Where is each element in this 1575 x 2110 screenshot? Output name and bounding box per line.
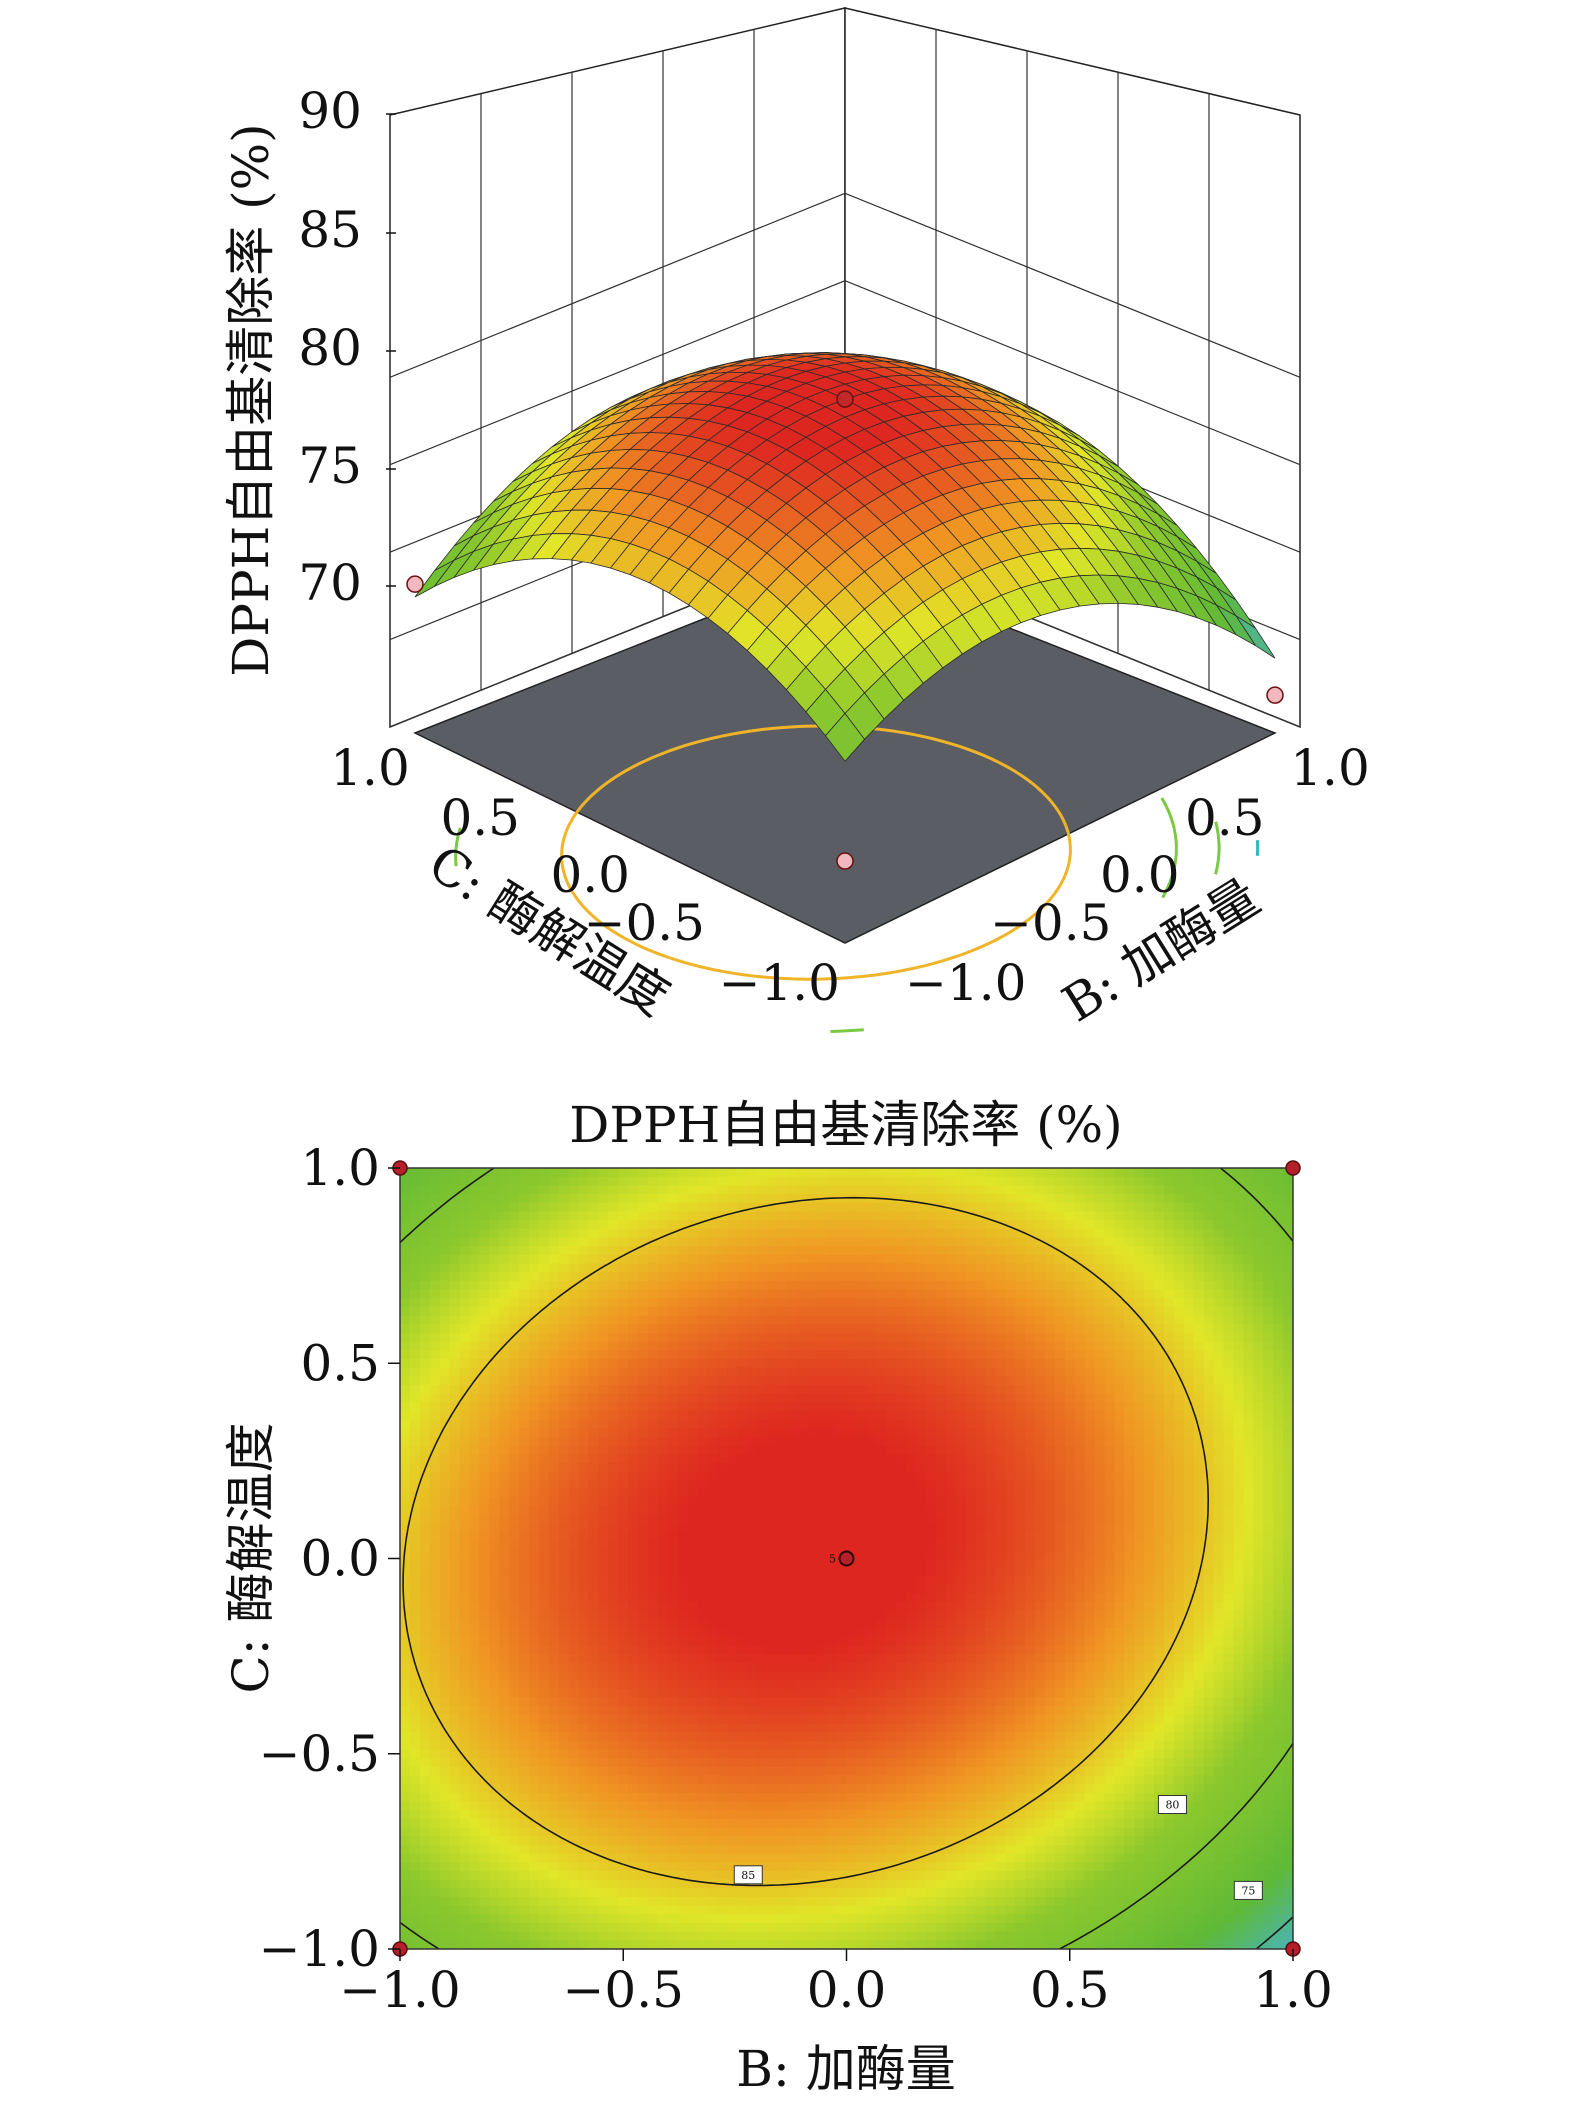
contour-center-label: 5 <box>829 1553 836 1566</box>
surface-mesh <box>414 352 1276 762</box>
surface-design-point <box>836 390 854 408</box>
surface-z-tick: 75 <box>298 437 362 495</box>
surface-z-axis-title: DPPH自由基清除率 (%) <box>222 123 280 676</box>
surface-z-tick: 90 <box>298 82 362 140</box>
contour-y-tick: 1.0 <box>300 1139 380 1197</box>
surface-chart: 7075808590−1.0−0.50.00.51.0−1.0−0.50.00.… <box>222 7 1370 1033</box>
surface-x-tick: 1.0 <box>1290 739 1370 797</box>
surface-y-tick: 0.5 <box>440 789 520 847</box>
surface-design-point <box>836 852 854 870</box>
floor-contour-85 <box>560 724 1072 981</box>
surface-x-tick: −1.0 <box>905 954 1026 1012</box>
surface-x-tick: 0.5 <box>1185 789 1265 847</box>
surface-z-tick: 85 <box>298 201 362 259</box>
surface-y-tick: −0.5 <box>584 894 705 952</box>
contour-labels: 85 80 75 <box>733 1795 1263 1900</box>
surface-y-tick: −1.0 <box>719 954 840 1012</box>
contour-label-85: 85 <box>733 1865 763 1885</box>
surface-y-tick: 1.0 <box>330 739 410 797</box>
surface-tick-labels: 7075808590−1.0−0.50.00.51.0−1.0−0.50.00.… <box>298 82 1369 1012</box>
contour-y-tick: −0.5 <box>259 1725 380 1783</box>
surface-z-tick: 70 <box>298 554 362 612</box>
surface-design-points <box>406 390 1284 870</box>
surface-y-tick: 0.0 <box>550 846 630 904</box>
contour-x-axis-title: B: 加酶量 <box>736 2040 955 2098</box>
contour-label-75: 75 <box>1233 1880 1263 1900</box>
contour-lines <box>400 1168 1293 1949</box>
contour-x-tick: 0.5 <box>1030 1961 1110 2019</box>
contour-y-axis-title: C: 酶解温度 <box>222 1423 280 1694</box>
contour-chart: DPPH自由基清除率 (%) 85 80 75 5 −1.0 −0.5 0.0 0.5 1.… <box>222 1096 1333 2098</box>
contour-design-point <box>1285 1160 1301 1176</box>
contour-x-tick: −0.5 <box>563 1961 684 2019</box>
contour-line-75 <box>1255 1916 1293 1949</box>
contour-x-tick: 1.0 <box>1253 1961 1333 2019</box>
contour-y-tick: −1.0 <box>259 1920 380 1978</box>
contour-y-tick: 0.5 <box>300 1334 380 1392</box>
contour-line-80 <box>400 1168 1293 1949</box>
surface-design-point <box>406 575 424 593</box>
contour-y-tick: 0.0 <box>300 1530 380 1588</box>
floor-contour-77.5 <box>1214 821 1221 875</box>
contour-axes: −1.0 −0.5 0.0 0.5 1.0 −1.0 −0.5 0.0 0.5 1.0 <box>259 1139 1333 2019</box>
surface-design-point <box>1266 686 1284 704</box>
contour-center-point <box>838 1550 855 1567</box>
contour-title: DPPH自由基清除率 (%) <box>569 1096 1122 1154</box>
contour-x-tick: 0.0 <box>807 1961 887 2019</box>
surface-x-tick: −0.5 <box>990 894 1111 952</box>
contour-label-80: 80 <box>1157 1795 1187 1815</box>
surface-z-tick: 80 <box>298 319 362 377</box>
contour-x-tick: −1.0 <box>339 1961 460 2019</box>
contour-line-85 <box>402 1196 1209 1887</box>
surface-x-tick: 0.0 <box>1100 846 1180 904</box>
contour-heatmap <box>400 1168 1293 1949</box>
